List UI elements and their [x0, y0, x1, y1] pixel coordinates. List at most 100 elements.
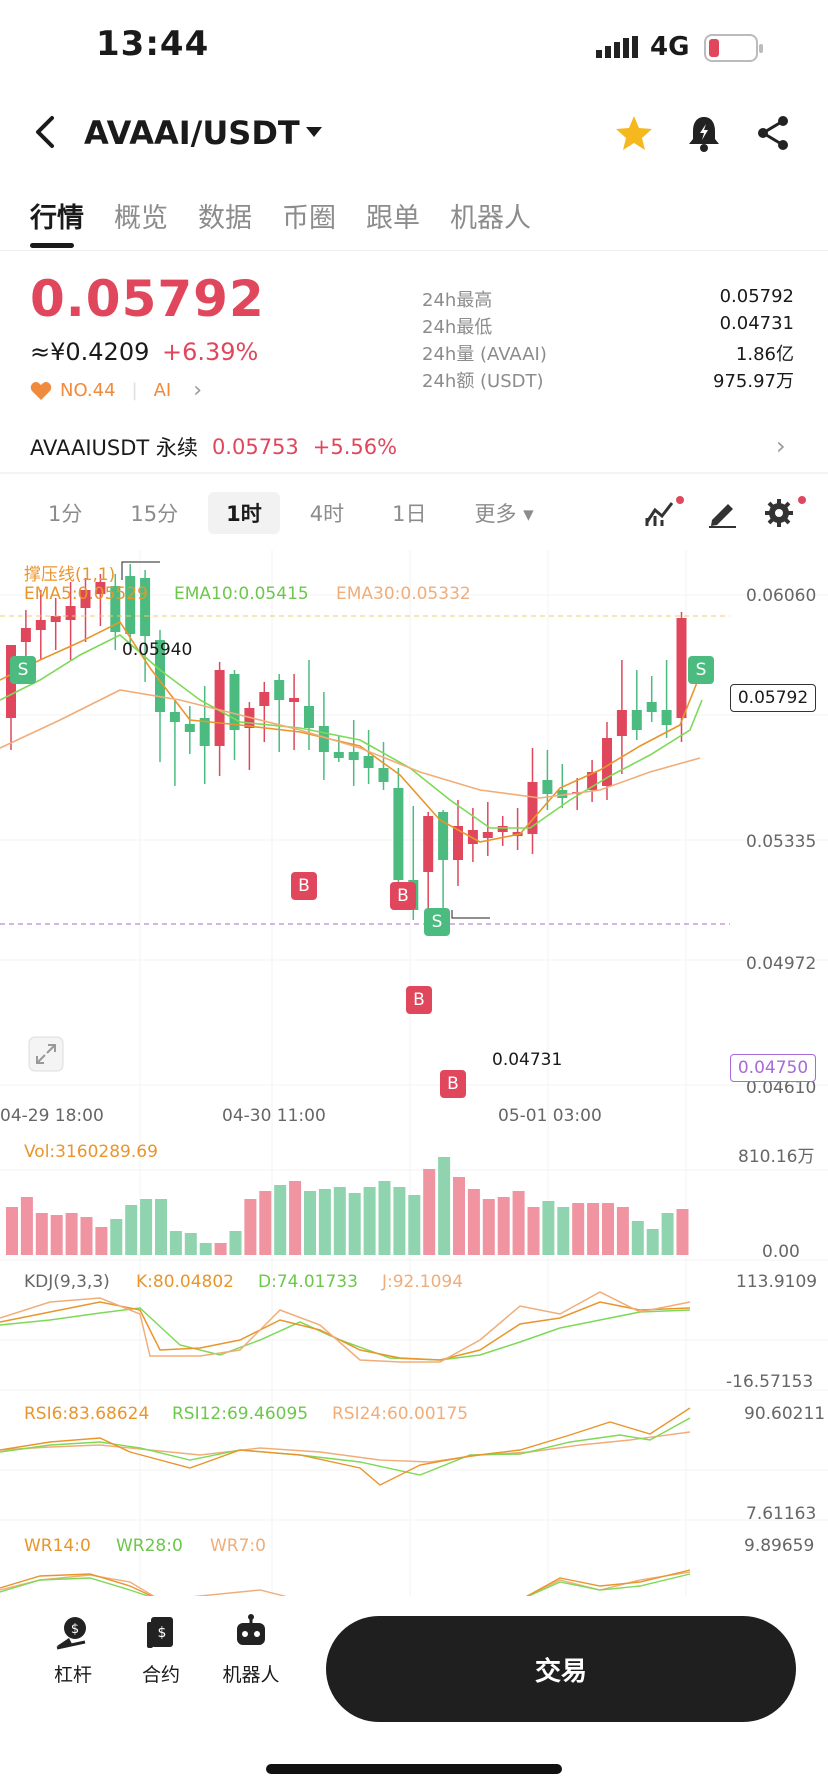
home-indicator	[266, 1764, 562, 1774]
network-type: 4G	[650, 32, 690, 62]
wr28-line	[0, 1573, 691, 1600]
stat-high: 24h最高 0.05792	[422, 286, 794, 311]
candle-body	[259, 692, 270, 706]
candle-body	[304, 706, 314, 728]
margin-button[interactable]: $ 杠杆	[38, 1614, 108, 1687]
volume-bar	[289, 1181, 302, 1255]
buy-signal-badge: B	[406, 986, 432, 1014]
volume-bar	[110, 1219, 123, 1255]
wr7-line	[0, 1571, 691, 1600]
svg-text:$: $	[158, 1625, 167, 1641]
rsi6-line	[0, 1407, 691, 1486]
tab-bot[interactable]: 机器人	[450, 203, 531, 234]
candle-body	[289, 698, 300, 702]
bell-icon[interactable]	[686, 114, 722, 152]
candle-body	[318, 726, 329, 752]
wr7-label: WR7:0	[210, 1536, 266, 1556]
expand-icon[interactable]	[28, 1036, 64, 1072]
rsi12-line	[0, 1417, 691, 1476]
candle-body	[542, 780, 553, 794]
back-icon[interactable]	[28, 112, 62, 152]
gear-icon[interactable]	[764, 498, 798, 528]
robot-icon	[237, 1614, 265, 1645]
tab-data[interactable]: 数据	[198, 203, 252, 234]
star-icon[interactable]	[614, 114, 654, 152]
kdj-max: 113.9109	[736, 1272, 818, 1292]
volume-bar	[155, 1199, 167, 1255]
candle-body	[214, 670, 225, 746]
kdj-k: K:80.04802	[136, 1272, 234, 1292]
volume-bar	[438, 1157, 451, 1255]
volume-bar	[661, 1213, 674, 1255]
candle-body	[199, 718, 210, 746]
tab-market[interactable]: 行情	[30, 203, 84, 234]
bot-button[interactable]: 机器人	[216, 1614, 286, 1687]
wr28-label: WR28:0	[116, 1536, 183, 1556]
draw-icon[interactable]	[706, 498, 740, 528]
futures-button[interactable]: $ 合约	[126, 1614, 196, 1687]
interval-1d[interactable]: 1日	[392, 502, 427, 526]
candle-body	[602, 738, 612, 786]
rsi24-line	[0, 1431, 691, 1463]
stat-low: 24h最低 0.04731	[422, 313, 794, 338]
tab-community[interactable]: 币圈	[282, 203, 336, 234]
y-tick: 0.05335	[746, 832, 817, 852]
volume-label: Vol:3160289.69	[24, 1142, 158, 1162]
interval-1m[interactable]: 1分	[48, 502, 83, 526]
volume-bar	[467, 1189, 480, 1255]
ema30-label: EMA30:0.05332	[336, 584, 471, 604]
volume-bar	[35, 1213, 48, 1255]
heart-icon	[30, 381, 52, 400]
x-tick: 04-29 18:00	[0, 1106, 104, 1126]
indicator-icon[interactable]	[644, 498, 678, 528]
futures-icon: $	[147, 1617, 173, 1648]
chevron-down-icon[interactable]	[304, 124, 324, 140]
sell-signal-badge: S	[424, 908, 450, 936]
candle-body	[646, 702, 657, 712]
margin-icon: $	[56, 1617, 86, 1650]
volume-bar	[214, 1243, 227, 1255]
tab-copytrade[interactable]: 跟单	[366, 203, 420, 234]
chevron-right-icon[interactable]: ›	[776, 432, 786, 460]
volume-bar	[423, 1169, 436, 1255]
interval-1h[interactable]: 1时	[208, 492, 280, 534]
candle-body	[363, 756, 374, 768]
kdj-min: -16.57153	[726, 1372, 814, 1392]
trade-button[interactable]: 交易	[326, 1616, 796, 1722]
last-price: 0.05792	[30, 270, 265, 328]
volume-bar	[6, 1207, 18, 1255]
kline-chart[interactable]	[0, 550, 828, 1600]
volume-bar	[140, 1199, 153, 1255]
rsi-max: 90.60211	[744, 1404, 826, 1424]
candle-body	[229, 674, 240, 730]
rank-row[interactable]: NO.44 | AI ›	[30, 378, 202, 403]
rsi24-label: RSI24:60.00175	[332, 1404, 469, 1424]
price-change: +6.39%	[162, 338, 259, 366]
candle-body	[467, 830, 478, 844]
perp-row[interactable]: AVAAIUSDT 永续 0.05753 +5.56%	[30, 432, 397, 462]
tab-overview[interactable]: 概览	[114, 203, 168, 234]
candle-body	[274, 680, 285, 700]
share-icon[interactable]	[756, 114, 790, 152]
volume-bar	[125, 1205, 138, 1255]
candle-body	[423, 816, 434, 872]
stat-turnover: 24h额 (USDT) 975.97万	[422, 371, 794, 392]
volume-bar	[482, 1199, 495, 1255]
notification-dot	[798, 496, 806, 504]
volume-bar	[363, 1187, 376, 1255]
volume-bar	[304, 1191, 316, 1255]
interval-4h[interactable]: 4时	[309, 502, 345, 526]
support-resistance-label: 撑压线(1,1)	[24, 565, 116, 585]
ema10-label: EMA10:0.05415	[174, 584, 309, 604]
candle-body	[184, 724, 195, 732]
interval-15m[interactable]: 15分	[130, 502, 179, 526]
interval-more[interactable]: 更多 ▾	[474, 502, 534, 526]
tab-bar: 行情 概览 数据 币圈 跟单 机器人	[30, 196, 531, 235]
volume-bar	[602, 1203, 614, 1255]
candle-body	[676, 618, 687, 718]
pair-title[interactable]: AVAAI/USDT	[84, 114, 300, 152]
wr-max: 9.89659	[744, 1536, 815, 1556]
x-tick: 05-01 03:00	[498, 1106, 602, 1126]
volume-bar	[259, 1191, 272, 1255]
kdj-j: J:92.1094	[382, 1272, 464, 1292]
